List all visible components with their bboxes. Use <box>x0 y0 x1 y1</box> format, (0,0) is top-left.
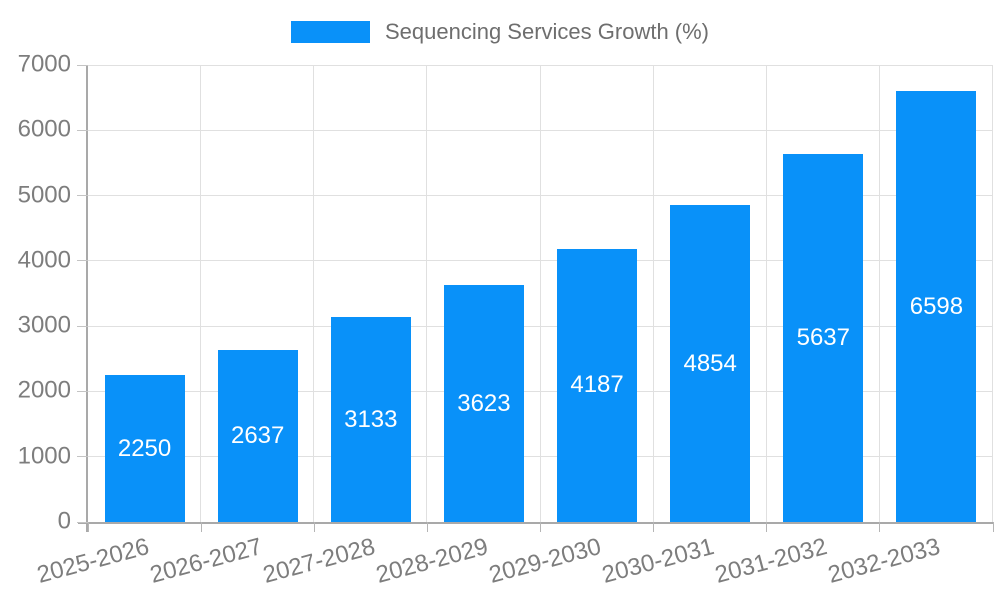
y-axis-line <box>86 65 88 532</box>
bar-value-label: 5637 <box>796 324 850 351</box>
bar: 4854 <box>670 205 751 522</box>
x-tick-label: 2028-2029 <box>373 533 491 589</box>
y-tick-label: 5000 <box>17 181 71 209</box>
chart-legend[interactable]: Sequencing Services Growth (%) <box>0 19 1000 45</box>
y-gridline <box>88 129 993 131</box>
x-tick-mark <box>653 522 655 532</box>
y-tick-mark <box>77 260 88 262</box>
y-tick-label: 0 <box>57 507 71 535</box>
y-tick-mark <box>77 521 88 523</box>
bar-value-label: 4854 <box>683 349 737 377</box>
x-tick-label: 2032-2033 <box>825 533 944 589</box>
y-gridline <box>88 195 993 197</box>
bar: 2250 <box>104 375 185 522</box>
x-gridline <box>200 65 202 522</box>
y-tick-label: 6000 <box>17 115 71 143</box>
y-tick-mark <box>77 390 88 392</box>
x-tick-mark <box>766 522 768 532</box>
y-tick-mark <box>77 325 88 327</box>
x-tick-label: 2025-2026 <box>33 533 152 589</box>
bar-value-label: 2637 <box>230 421 285 449</box>
y-tick-mark <box>77 64 88 66</box>
legend-label: Sequencing Services Growth (%) <box>384 19 710 44</box>
bar-value-label: 6598 <box>909 292 964 320</box>
y-tick-mark <box>77 195 88 197</box>
x-tick-label: 2031-2032 <box>712 533 831 589</box>
y-gridline <box>88 390 993 392</box>
y-gridline <box>88 325 993 327</box>
bar: 3133 <box>330 317 411 522</box>
x-tick-mark <box>426 522 428 532</box>
y-tick-mark <box>77 129 88 131</box>
y-tick-mark <box>77 456 88 458</box>
plot-area: 0 1000 2000 3000 4000 5000 6000 7000 2250 2025-20… <box>18 50 994 589</box>
y-gridline <box>88 260 993 262</box>
x-tick-label: 2030-2031 <box>599 533 718 589</box>
x-tick-mark <box>992 522 994 532</box>
bar-value-label: 4187 <box>570 371 624 399</box>
bar: 4187 <box>557 248 638 522</box>
x-tick-label: 2029-2030 <box>486 533 605 589</box>
x-gridline <box>878 65 880 522</box>
y-gridline <box>88 64 993 66</box>
bar-value-label: 3623 <box>457 389 511 417</box>
legend-swatch-icon <box>290 21 370 43</box>
y-tick-label: 2000 <box>17 376 71 404</box>
x-tick-mark <box>200 522 202 532</box>
x-gridline <box>539 65 541 522</box>
x-tick-mark <box>540 522 541 532</box>
bar: 6598 <box>896 91 977 522</box>
x-gridline <box>992 65 993 522</box>
x-gridline <box>426 65 428 522</box>
bar-value-label: 3133 <box>344 405 398 433</box>
y-tick-label: 3000 <box>17 311 71 339</box>
bar: 2637 <box>217 349 298 522</box>
y-tick-label: 4000 <box>17 246 71 274</box>
x-tick-mark <box>879 522 881 532</box>
x-tick-mark <box>87 522 89 532</box>
x-gridline <box>313 65 315 522</box>
y-gridline <box>88 456 993 458</box>
x-axis-line <box>78 522 993 524</box>
x-tick-label: 2026-2027 <box>146 533 265 589</box>
bar-value-label: 2250 <box>117 434 172 462</box>
y-tick-label: 7000 <box>17 50 71 78</box>
x-tick-label: 2027-2028 <box>259 533 378 589</box>
x-tick-mark <box>313 522 315 532</box>
x-gridline <box>652 65 654 522</box>
y-tick-label: 1000 <box>17 442 71 470</box>
x-gridline <box>765 65 767 522</box>
bar: 5637 <box>783 154 864 522</box>
bar: 3623 <box>443 285 524 522</box>
